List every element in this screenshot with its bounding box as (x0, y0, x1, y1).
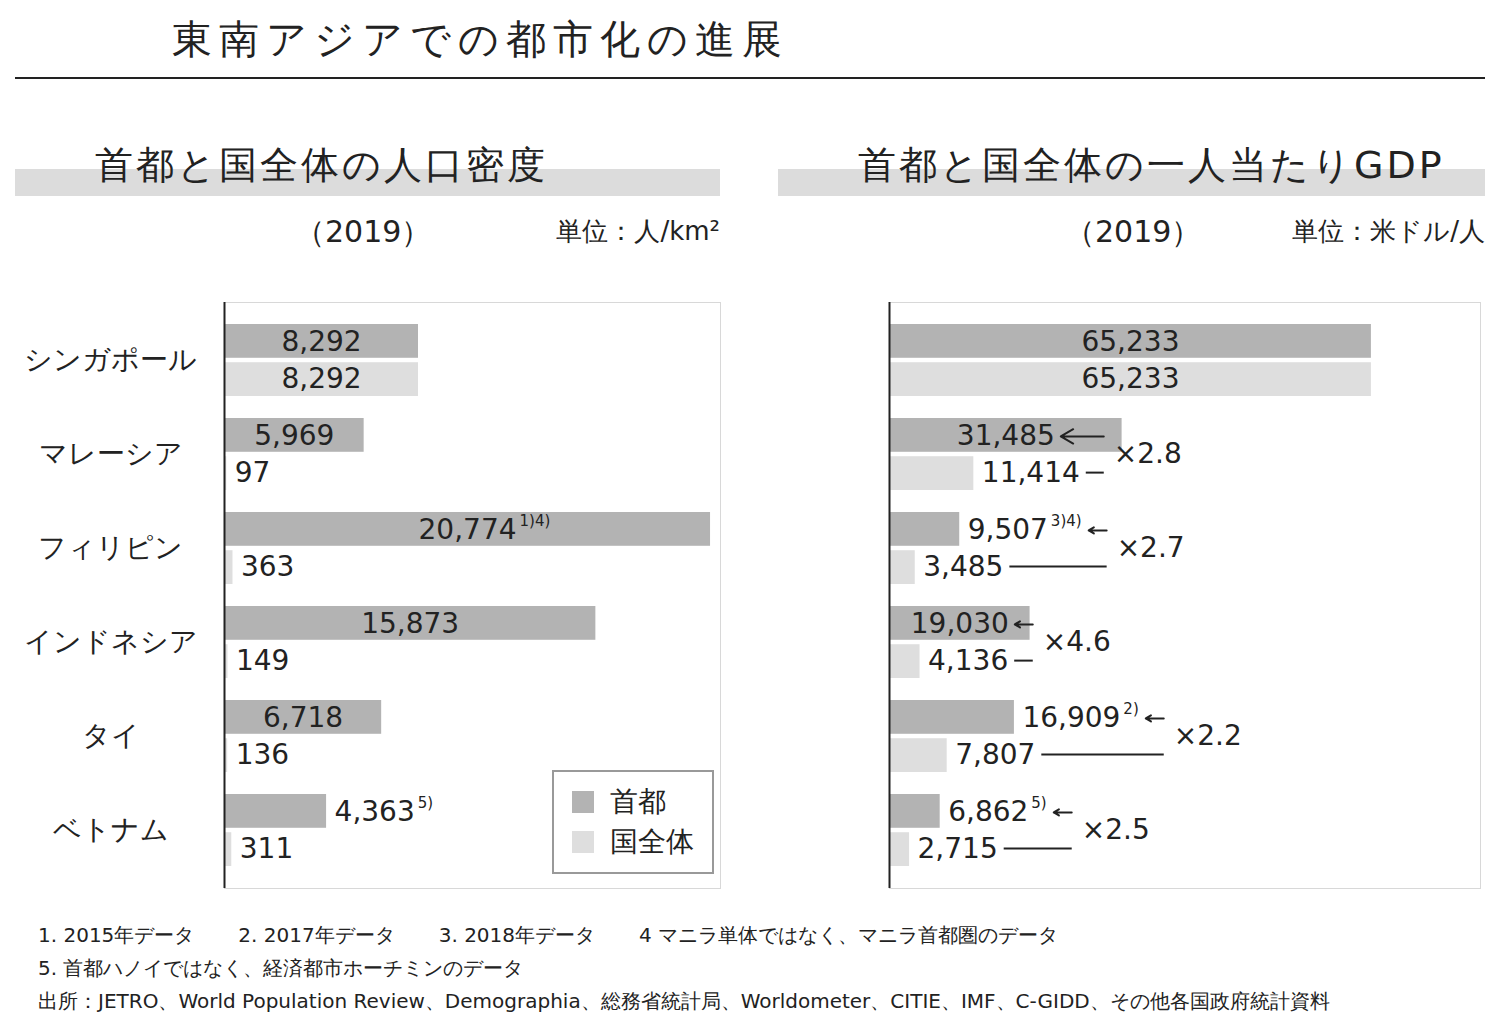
svg-text:149: 149 (236, 644, 289, 677)
svg-text:×2.8: ×2.8 (1114, 437, 1182, 470)
svg-text:97: 97 (235, 456, 271, 489)
html-text:単位：人/km²: 単位：人/km² (556, 216, 720, 246)
svg-text:7,807: 7,807 (955, 738, 1035, 771)
svg-text:31,485: 31,485 (957, 419, 1055, 452)
svg-text:×4.6: ×4.6 (1043, 625, 1111, 658)
svg-text:ベトナム: ベトナム (53, 813, 169, 846)
svg-text:311: 311 (240, 832, 293, 865)
svg-text:8,292: 8,292 (281, 325, 361, 358)
svg-text:5,969: 5,969 (254, 419, 334, 452)
svg-text:15,873: 15,873 (361, 607, 459, 640)
svg-text:19,030: 19,030 (911, 607, 1009, 640)
svg-text:11,414: 11,414 (982, 456, 1080, 489)
svg-text:4,136: 4,136 (928, 644, 1008, 677)
html-text:（2019）: （2019） (295, 214, 432, 249)
svg-text:シンガポール: シンガポール (24, 343, 197, 376)
svg-text:65,233: 65,233 (1081, 362, 1179, 395)
svg-text:2,715: 2,715 (918, 832, 998, 865)
svg-text:16,909: 16,909 (1022, 701, 1120, 734)
svg-text:タイ: タイ (82, 719, 140, 752)
svg-text:2): 2) (1123, 700, 1138, 718)
html-text:首都: 首都 (610, 785, 666, 818)
html-text:（2019）: （2019） (1065, 214, 1202, 249)
svg-text:3)4): 3)4) (1051, 512, 1082, 530)
html-text:首都と国全体の人口密度: 首都と国全体の人口密度 (95, 143, 548, 187)
html-text:首都と国全体の一人当たりGDP: 首都と国全体の一人当たりGDP (858, 143, 1445, 187)
svg-text:8,292: 8,292 (281, 362, 361, 395)
svg-text:1)4): 1)4) (519, 512, 550, 530)
svg-text:×2.7: ×2.7 (1117, 531, 1185, 564)
html-text:単位：米ドル/人: 単位：米ドル/人 (1292, 216, 1485, 246)
html-text:3. 2018年データ: 3. 2018年データ (438, 923, 595, 947)
html-text:国全体: 国全体 (610, 825, 694, 858)
svg-text:フィリピン: フィリピン (38, 531, 183, 564)
svg-text:×2.5: ×2.5 (1082, 813, 1150, 846)
html-text:4 マニラ単体ではなく、マニラ首都圏のデータ: 4 マニラ単体ではなく、マニラ首都圏のデータ (639, 923, 1059, 947)
svg-text:4,363: 4,363 (335, 795, 415, 828)
svg-text:20,774: 20,774 (419, 513, 517, 546)
html-text:1. 2015年データ: 1. 2015年データ (38, 923, 195, 947)
svg-text:3,485: 3,485 (923, 550, 1003, 583)
svg-text:×2.2: ×2.2 (1174, 719, 1242, 752)
svg-text:6,862: 6,862 (948, 795, 1028, 828)
svg-text:9,507: 9,507 (968, 513, 1048, 546)
svg-text:136: 136 (236, 738, 289, 771)
svg-text:65,233: 65,233 (1081, 325, 1179, 358)
html-text:出所：JETRO、World Population Revi: 出所：JETRO、World Population Review、Demogra… (38, 989, 1330, 1013)
svg-text:363: 363 (241, 550, 294, 583)
svg-text:マレーシア: マレーシア (39, 437, 183, 470)
svg-text:5): 5) (418, 794, 433, 812)
svg-text:インドネシア: インドネシア (24, 625, 198, 658)
html-text:5. 首都ハノイではなく、経済都市ホーチミンのデータ: 5. 首都ハノイではなく、経済都市ホーチミンのデータ (38, 956, 524, 980)
html-text:東南アジアでの都市化の進展: 東南アジアでの都市化の進展 (172, 16, 789, 62)
html-text:2. 2017年データ: 2. 2017年データ (238, 923, 395, 947)
svg-text:6,718: 6,718 (263, 701, 343, 734)
svg-text:5): 5) (1031, 794, 1046, 812)
